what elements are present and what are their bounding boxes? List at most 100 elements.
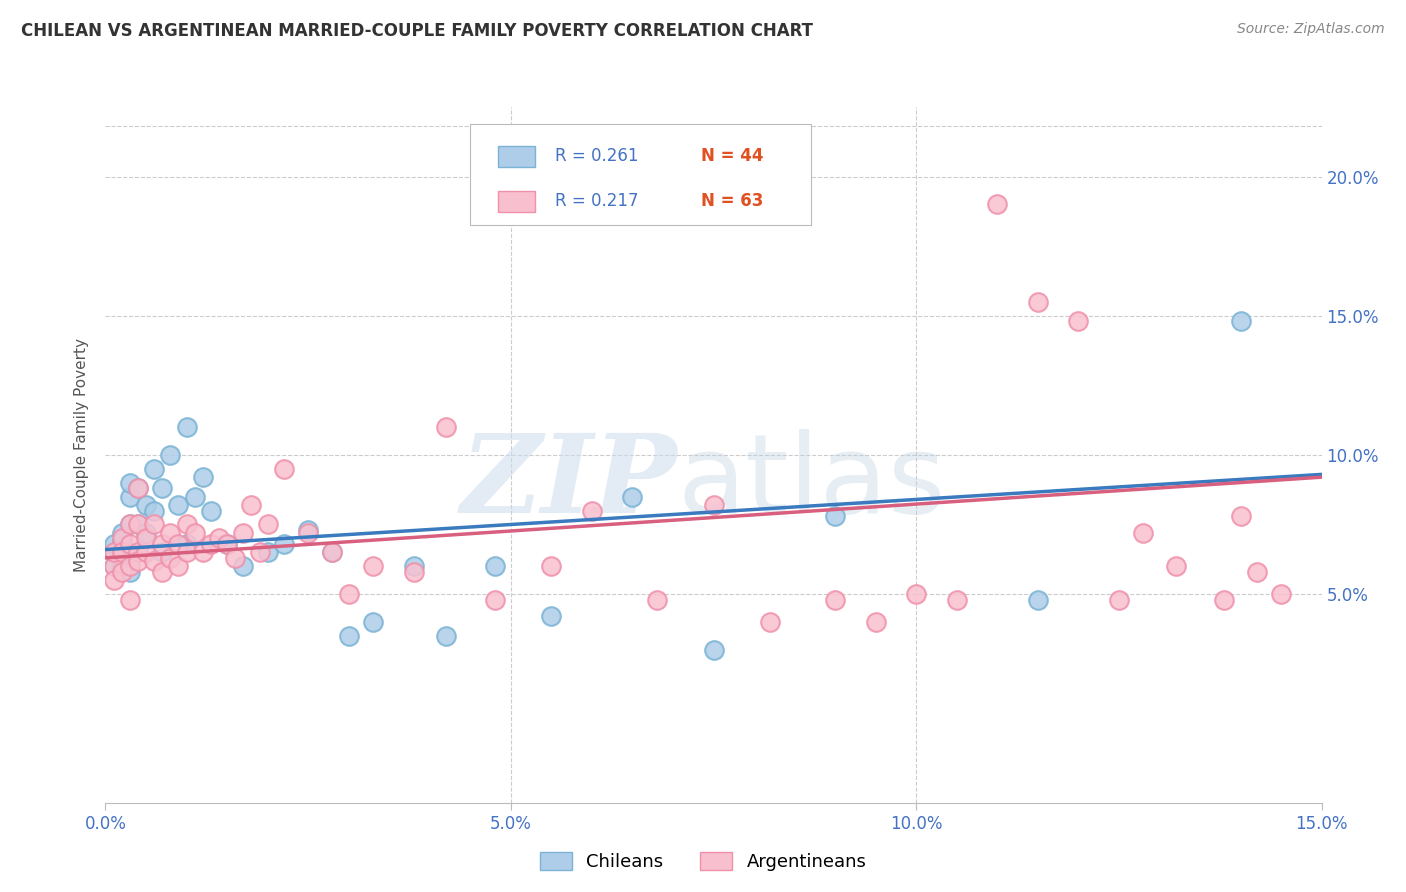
Point bbox=[702, 642, 725, 657]
Point bbox=[540, 559, 562, 574]
Point bbox=[484, 559, 506, 574]
Point bbox=[103, 537, 125, 551]
Point bbox=[1026, 592, 1049, 607]
Point bbox=[208, 532, 231, 546]
Point bbox=[321, 545, 343, 559]
Point bbox=[111, 525, 134, 540]
Point bbox=[1229, 509, 1251, 524]
Point bbox=[183, 525, 205, 540]
Point bbox=[200, 537, 222, 551]
Point bbox=[232, 559, 254, 574]
Point bbox=[103, 545, 125, 559]
Point bbox=[103, 545, 125, 559]
Point bbox=[118, 537, 141, 551]
Point bbox=[111, 559, 134, 574]
Point bbox=[337, 629, 360, 643]
Y-axis label: Married-Couple Family Poverty: Married-Couple Family Poverty bbox=[75, 338, 90, 572]
Point bbox=[361, 615, 384, 629]
Text: atlas: atlas bbox=[678, 429, 946, 536]
Point bbox=[111, 532, 134, 546]
Point bbox=[361, 559, 384, 574]
Point bbox=[402, 559, 425, 574]
Point bbox=[111, 534, 134, 549]
Point bbox=[540, 609, 562, 624]
Point bbox=[143, 503, 166, 517]
Point bbox=[150, 537, 173, 551]
Point bbox=[240, 498, 263, 512]
Point bbox=[249, 545, 271, 559]
Text: R = 0.217: R = 0.217 bbox=[555, 192, 638, 211]
Point bbox=[321, 545, 343, 559]
Point bbox=[127, 545, 149, 559]
Point bbox=[167, 559, 190, 574]
Point bbox=[176, 517, 198, 532]
Point bbox=[273, 537, 295, 551]
Point bbox=[191, 470, 214, 484]
Point bbox=[111, 565, 134, 579]
Point bbox=[127, 481, 149, 495]
Point bbox=[159, 448, 181, 462]
Point bbox=[1132, 525, 1154, 540]
Point bbox=[118, 490, 141, 504]
Point bbox=[135, 545, 157, 559]
FancyBboxPatch shape bbox=[498, 191, 534, 211]
Point bbox=[183, 490, 205, 504]
Point bbox=[127, 481, 149, 495]
Point bbox=[1213, 592, 1236, 607]
Point bbox=[159, 550, 181, 565]
Point bbox=[402, 565, 425, 579]
Text: N = 63: N = 63 bbox=[702, 192, 763, 211]
Point bbox=[176, 420, 198, 434]
Point bbox=[256, 517, 278, 532]
Point bbox=[824, 592, 846, 607]
Point bbox=[702, 498, 725, 512]
Point bbox=[143, 462, 166, 476]
Point bbox=[103, 559, 125, 574]
Point bbox=[1270, 587, 1292, 601]
Point bbox=[135, 532, 157, 546]
Point bbox=[167, 537, 190, 551]
Point bbox=[1164, 559, 1187, 574]
Point bbox=[621, 490, 644, 504]
Point bbox=[118, 517, 141, 532]
Point bbox=[159, 525, 181, 540]
Point bbox=[645, 592, 668, 607]
Point bbox=[127, 517, 149, 532]
Point bbox=[127, 545, 149, 559]
Point bbox=[905, 587, 928, 601]
Point bbox=[103, 559, 125, 574]
Point bbox=[118, 592, 141, 607]
Point bbox=[150, 481, 173, 495]
Point bbox=[1026, 294, 1049, 309]
Point bbox=[143, 517, 166, 532]
Point bbox=[581, 503, 603, 517]
Point bbox=[297, 523, 319, 537]
Point bbox=[135, 525, 157, 540]
Point bbox=[256, 545, 278, 559]
Point bbox=[297, 525, 319, 540]
Text: N = 44: N = 44 bbox=[702, 147, 763, 165]
Text: ZIP: ZIP bbox=[460, 429, 678, 536]
Point bbox=[191, 545, 214, 559]
Point bbox=[150, 565, 173, 579]
Point bbox=[143, 554, 166, 568]
Point bbox=[1067, 314, 1090, 328]
Point bbox=[434, 629, 457, 643]
Point bbox=[118, 475, 141, 490]
Point bbox=[103, 573, 125, 587]
Point bbox=[484, 592, 506, 607]
Point bbox=[135, 498, 157, 512]
FancyBboxPatch shape bbox=[498, 145, 534, 167]
Point bbox=[150, 545, 173, 559]
Point bbox=[176, 545, 198, 559]
Point bbox=[232, 525, 254, 540]
Point bbox=[986, 197, 1008, 211]
Point bbox=[945, 592, 967, 607]
FancyBboxPatch shape bbox=[470, 124, 811, 226]
Point bbox=[111, 550, 134, 565]
Text: R = 0.261: R = 0.261 bbox=[555, 147, 638, 165]
Point bbox=[127, 554, 149, 568]
Text: Source: ZipAtlas.com: Source: ZipAtlas.com bbox=[1237, 22, 1385, 37]
Text: CHILEAN VS ARGENTINEAN MARRIED-COUPLE FAMILY POVERTY CORRELATION CHART: CHILEAN VS ARGENTINEAN MARRIED-COUPLE FA… bbox=[21, 22, 813, 40]
Point bbox=[1108, 592, 1130, 607]
